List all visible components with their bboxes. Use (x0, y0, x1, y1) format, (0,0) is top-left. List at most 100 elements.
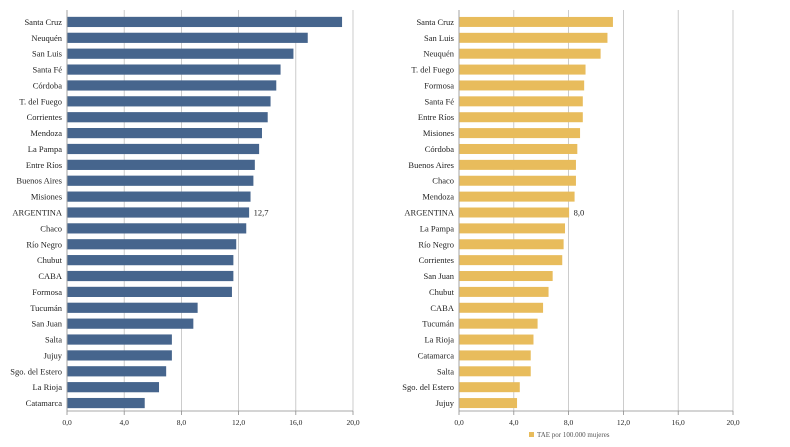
right-bar-cordoba (459, 143, 578, 154)
left-category-label: Entre Ríos (26, 160, 62, 170)
right-category-label: San Luis (424, 33, 454, 43)
right-category-label: Santa Fé (424, 96, 454, 106)
right-x-tick-label: 0,0 (454, 418, 464, 427)
right-bar-san-luis (459, 32, 608, 43)
left-bar-san-juan (67, 318, 194, 329)
right-bar-tucuman (459, 318, 538, 329)
left-category-label: ARGENTINA (12, 208, 62, 218)
left-bar-argentina (67, 207, 250, 218)
right-legend-swatch (529, 432, 534, 437)
right-legend-label: TAE por 100.000 mujeres (537, 431, 610, 439)
left-category-label: CABA (38, 271, 62, 281)
left-bar-chubut (67, 255, 234, 266)
left-bar-misiones (67, 191, 251, 202)
right-bar-la-rioja (459, 334, 534, 345)
left-bar-santa-fe (67, 64, 281, 75)
left-category-label: Santa Fé (32, 65, 62, 75)
left-bar-santa-cruz (67, 16, 343, 28)
left-bar-buenos-aires (67, 175, 254, 186)
left-category-label: Santa Cruz (24, 17, 62, 27)
right-category-label: Catamarca (418, 350, 455, 360)
left-bar-mendoza (67, 128, 262, 139)
right-bar-santa-cruz (459, 16, 613, 27)
left-category-label: Formosa (32, 287, 62, 297)
right-category-label: La Pampa (420, 223, 454, 233)
left-category-label: Catamarca (26, 398, 63, 408)
right-category-label: Misiones (423, 128, 454, 138)
right-bar-chubut (459, 286, 549, 297)
left-x-tick-label: 4,0 (120, 418, 130, 427)
left-category-label: Río Negro (26, 239, 62, 249)
right-bar-neuquen (459, 48, 601, 59)
right-category-label: Sgo. del Estero (402, 382, 454, 392)
right-bar-formosa (459, 80, 585, 91)
left-category-label: Sgo. del Estero (10, 366, 62, 376)
left-bar-corrientes (67, 112, 268, 123)
right-x-tick-label: 8,0 (564, 418, 574, 427)
right-bar-entre-rios (459, 112, 583, 123)
right-bar-salta (459, 366, 531, 377)
left-category-label: Corrientes (27, 112, 62, 122)
chart-right-orange: 0,0 4,0 8,0 12,0 16,0 20,0 Santa Cruz San Luis N… (402, 10, 740, 439)
right-category-label: Tucumán (422, 319, 455, 329)
right-bar-argentina (459, 207, 570, 218)
right-bar-caba (459, 302, 544, 313)
left-bar-catamarca (67, 397, 145, 409)
right-category-label: Neuquén (423, 49, 454, 59)
left-bar-salta (67, 334, 172, 345)
right-bar-chaco (459, 175, 576, 186)
left-bar-t-del-fuego (67, 96, 271, 107)
left-x-tick-label: 8,0 (177, 418, 187, 427)
right-category-label: San Juan (424, 271, 455, 281)
left-category-label: La Rioja (32, 382, 62, 392)
left-category-label: Chaco (40, 223, 62, 233)
right-bar-jujuy (459, 398, 518, 409)
right-x-tick-label: 12,0 (617, 418, 630, 427)
left-category-label: Jujuy (44, 350, 63, 360)
right-bar-corrientes (459, 255, 563, 266)
left-category-label: Misiones (31, 192, 62, 202)
right-category-label: Corrientes (419, 255, 454, 265)
right-category-label: Buenos Aires (408, 160, 454, 170)
right-category-label: Río Negro (418, 239, 454, 249)
right-category-label: CABA (430, 303, 454, 313)
left-category-label: La Pampa (28, 144, 62, 154)
left-x-tick-label: 0,0 (62, 418, 72, 427)
right-data-label-argentina: 8,0 (574, 208, 585, 218)
right-bar-santa-fe (459, 96, 583, 107)
right-category-label: Santa Cruz (416, 17, 454, 27)
left-x-tick-label: 16,0 (289, 418, 302, 427)
left-category-label: Córdoba (33, 80, 63, 90)
left-bar-cordoba (67, 80, 277, 91)
right-bar-t-del-fuego (459, 64, 586, 75)
left-bar-la-rioja (67, 382, 160, 393)
right-x-tick-label: 16,0 (672, 418, 685, 427)
right-category-label: Mendoza (422, 192, 454, 202)
right-category-label: ARGENTINA (404, 208, 454, 218)
right-category-label: Entre Ríos (418, 112, 454, 122)
right-category-label: T. del Fuego (411, 65, 454, 75)
right-category-label: Salta (437, 366, 454, 376)
left-category-label: T. del Fuego (19, 96, 62, 106)
left-bar-jujuy (67, 350, 172, 361)
left-bar-sgo-del-estero (67, 366, 167, 377)
left-category-label: Tucumán (30, 303, 63, 313)
left-x-tick-label: 20,0 (346, 418, 359, 427)
left-category-label: San Luis (32, 49, 62, 59)
left-bar-san-luis (67, 48, 294, 59)
right-bar-rio-negro (459, 239, 564, 250)
left-category-label: Mendoza (30, 128, 62, 138)
right-bar-catamarca (459, 350, 531, 361)
right-bar-san-juan (459, 271, 553, 282)
left-category-label: San Juan (32, 319, 63, 329)
right-category-label: Chubut (429, 287, 455, 297)
right-bar-misiones (459, 128, 581, 139)
right-bar-mendoza (459, 191, 575, 202)
right-category-label: Jujuy (436, 398, 455, 408)
left-bar-formosa (67, 286, 232, 297)
left-bar-chaco (67, 223, 247, 234)
chart-left-blue: 0,0 4,0 8,0 12,0 16,0 20,0 Santa Cruz Neuquén Sa… (10, 10, 360, 427)
left-category-label: Neuquén (31, 33, 62, 43)
right-bar-sgo-del-estero (459, 382, 520, 393)
